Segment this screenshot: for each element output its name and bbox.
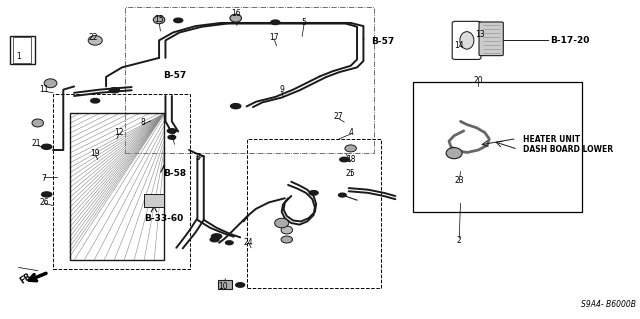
Ellipse shape <box>32 119 44 127</box>
Text: B-57: B-57 <box>163 71 186 80</box>
Text: 8: 8 <box>140 118 145 128</box>
Text: HEATER UNIT: HEATER UNIT <box>523 135 580 144</box>
Text: 1: 1 <box>16 52 21 61</box>
Text: 6: 6 <box>171 133 175 142</box>
Circle shape <box>168 129 176 133</box>
Text: 27: 27 <box>333 112 342 121</box>
Bar <box>70 114 164 260</box>
Ellipse shape <box>446 148 462 159</box>
FancyBboxPatch shape <box>145 195 164 206</box>
Text: 21: 21 <box>31 139 40 148</box>
FancyBboxPatch shape <box>479 22 503 56</box>
Ellipse shape <box>460 32 474 49</box>
Circle shape <box>339 193 346 197</box>
Circle shape <box>340 157 349 162</box>
Ellipse shape <box>281 226 292 234</box>
Text: 7: 7 <box>42 174 47 183</box>
Text: 24: 24 <box>244 238 253 247</box>
Text: 5: 5 <box>301 19 307 27</box>
Text: 26: 26 <box>39 198 49 207</box>
Text: 17: 17 <box>269 33 279 42</box>
FancyBboxPatch shape <box>13 37 31 63</box>
Text: 23: 23 <box>454 176 464 185</box>
Ellipse shape <box>88 36 102 45</box>
Circle shape <box>230 104 241 109</box>
Text: S9A4- B6000B: S9A4- B6000B <box>581 300 636 309</box>
Text: 3: 3 <box>195 153 200 162</box>
FancyBboxPatch shape <box>218 280 232 289</box>
Ellipse shape <box>275 218 289 228</box>
FancyBboxPatch shape <box>10 36 35 64</box>
Circle shape <box>91 99 100 103</box>
Text: FR.: FR. <box>19 269 36 285</box>
Circle shape <box>109 88 120 93</box>
Text: DASH BOARD LOWER: DASH BOARD LOWER <box>523 145 613 154</box>
Text: B-58: B-58 <box>163 169 186 178</box>
Bar <box>125 7 374 153</box>
Bar <box>246 139 381 288</box>
Circle shape <box>168 135 175 139</box>
Text: 12: 12 <box>114 128 124 137</box>
Circle shape <box>210 237 219 242</box>
Circle shape <box>42 192 52 197</box>
Circle shape <box>271 20 280 25</box>
Text: 9: 9 <box>279 85 284 94</box>
Ellipse shape <box>345 145 356 152</box>
Text: 13: 13 <box>475 30 484 39</box>
Circle shape <box>211 234 221 239</box>
Circle shape <box>173 18 182 23</box>
Text: 25: 25 <box>346 169 355 178</box>
Ellipse shape <box>154 16 165 24</box>
Text: 11: 11 <box>40 85 49 94</box>
Text: B-57: B-57 <box>371 38 394 47</box>
FancyBboxPatch shape <box>452 21 481 59</box>
Text: 18: 18 <box>346 155 355 164</box>
Text: 20: 20 <box>474 76 483 85</box>
Text: 22: 22 <box>88 33 98 42</box>
Ellipse shape <box>281 236 292 243</box>
Text: B-33-60: B-33-60 <box>144 214 183 223</box>
Text: B-17-20: B-17-20 <box>550 36 589 45</box>
Bar <box>53 94 190 269</box>
Circle shape <box>225 241 233 245</box>
Circle shape <box>42 144 52 149</box>
Circle shape <box>236 283 244 287</box>
Text: 4: 4 <box>348 128 353 137</box>
Circle shape <box>309 191 318 195</box>
Bar <box>413 82 582 212</box>
Text: 16: 16 <box>231 9 241 18</box>
Text: 14: 14 <box>454 41 464 50</box>
Text: 19: 19 <box>90 149 100 158</box>
Text: 2: 2 <box>457 236 461 245</box>
Text: 15: 15 <box>154 15 164 24</box>
Text: 10: 10 <box>218 282 228 291</box>
Ellipse shape <box>44 79 57 88</box>
Ellipse shape <box>230 14 241 22</box>
